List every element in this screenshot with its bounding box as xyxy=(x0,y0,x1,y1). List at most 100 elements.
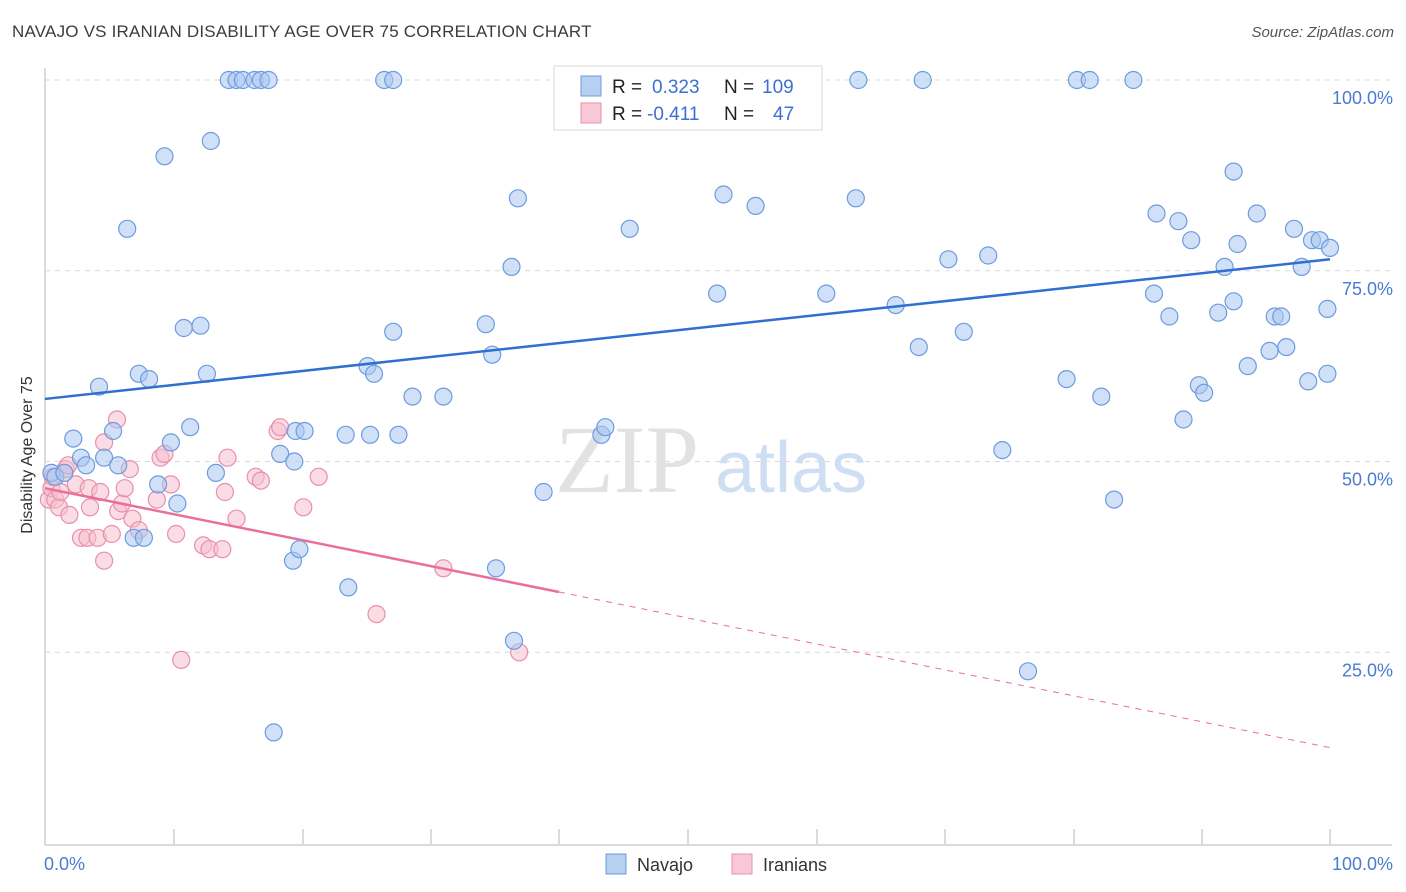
navajo-point-5 xyxy=(76,456,96,475)
watermark-atlas: atlas xyxy=(715,428,867,508)
navajo-point-19 xyxy=(174,318,193,338)
navajo-point-86 xyxy=(1174,410,1193,429)
navajo-point-78 xyxy=(1080,70,1099,90)
navajo-point-44 xyxy=(389,425,408,444)
navajo-point-72 xyxy=(954,322,973,341)
iranians-point-11 xyxy=(80,498,100,517)
navajo-point-100 xyxy=(1277,338,1296,357)
chart-source: Source: ZipAtlas.com xyxy=(1251,24,1394,41)
y-tick-label-25: 25.0% xyxy=(1342,660,1393,680)
bottom-legend-label-iranians: Iranians xyxy=(763,855,827,875)
iranians-point-7 xyxy=(60,505,79,525)
navajo-point-2 xyxy=(55,463,74,482)
navajo-point-9 xyxy=(109,456,128,475)
navajo-point-90 xyxy=(1209,303,1228,322)
navajo-point-24 xyxy=(206,463,225,482)
navajo-point-67 xyxy=(849,70,868,90)
navajo-point-54 xyxy=(504,631,524,650)
x-tick-label-0: 0.0% xyxy=(44,854,85,874)
bottom-legend-swatch-navajo xyxy=(605,853,627,875)
navajo-point-17 xyxy=(161,433,180,452)
grid-layer xyxy=(45,79,1392,653)
navajo-point-36 xyxy=(285,452,304,471)
navajo-point-23 xyxy=(201,131,220,151)
navajo-point-3 xyxy=(64,429,83,448)
navajo-point-95 xyxy=(1238,357,1257,376)
navajo-point-41 xyxy=(364,364,384,383)
navajo-points xyxy=(42,70,1340,742)
navajo-point-55 xyxy=(534,482,553,502)
navajo-point-38 xyxy=(336,425,355,444)
navajo-point-20 xyxy=(181,418,200,437)
navajo-point-81 xyxy=(1124,70,1143,90)
navajo-point-79 xyxy=(1092,387,1111,406)
navajo-point-96 xyxy=(1247,204,1266,223)
navajo-point-15 xyxy=(149,475,168,494)
iranians-point-40 xyxy=(271,418,290,437)
navajo-point-18 xyxy=(168,494,187,513)
navajo-point-52 xyxy=(502,257,521,276)
legend-r-value-navajo: 0.323 xyxy=(652,77,700,98)
navajo-point-48 xyxy=(434,387,453,406)
y-tick-label-100: 100.0% xyxy=(1332,88,1393,108)
navajo-point-32 xyxy=(271,444,290,463)
iranians-point-29 xyxy=(167,524,186,544)
navajo-point-108 xyxy=(1320,238,1340,257)
navajo-point-92 xyxy=(1224,162,1243,181)
navajo-point-10 xyxy=(118,219,137,238)
navajo-point-51 xyxy=(486,559,506,578)
navajo-point-99 xyxy=(1272,307,1291,326)
iranians-point-25 xyxy=(147,490,166,509)
axis-layer xyxy=(44,68,1392,846)
iranians-point-41 xyxy=(294,498,313,517)
y-tick-label-75: 75.0% xyxy=(1342,279,1393,299)
navajo-point-39 xyxy=(339,578,358,597)
navajo-point-93 xyxy=(1224,292,1243,311)
iranians-point-42 xyxy=(309,467,328,486)
trend-lines xyxy=(44,258,1331,749)
iranians-point-33 xyxy=(213,540,232,559)
navajo-point-106 xyxy=(1318,299,1337,318)
navajo-point-82 xyxy=(1147,204,1166,223)
navajo-point-71 xyxy=(939,250,958,269)
navajo-point-62 xyxy=(707,284,727,303)
navajo-point-37 xyxy=(295,421,314,441)
legend-n-label-iranians: N = xyxy=(724,104,754,125)
iranians-point-38 xyxy=(251,471,270,490)
legend-n-label-navajo: N = xyxy=(724,77,754,98)
navajo-point-73 xyxy=(979,246,998,265)
navajo-point-76 xyxy=(1057,370,1076,389)
navajo-point-47 xyxy=(403,387,422,406)
legend-n-value-navajo: 109 xyxy=(762,77,794,98)
navajo-point-84 xyxy=(1160,307,1179,326)
navajo-point-107 xyxy=(1318,364,1337,383)
navajo-point-7 xyxy=(94,448,114,467)
navajo-point-63 xyxy=(746,196,765,215)
x-tick-label-100: 100.0% xyxy=(1332,854,1393,874)
navajo-point-66 xyxy=(846,189,865,208)
navajo-point-65 xyxy=(817,284,836,303)
iranians-point-34 xyxy=(215,482,234,502)
series-legend: Navajo Iranians xyxy=(605,853,827,875)
bottom-legend-label-navajo: Navajo xyxy=(637,855,693,875)
navajo-point-59 xyxy=(620,219,639,238)
iranians-point-35 xyxy=(218,448,237,467)
navajo-point-75 xyxy=(1018,662,1038,681)
navajo-point-31 xyxy=(264,723,283,742)
iranians-point-14 xyxy=(94,551,114,570)
navajo-point-6 xyxy=(89,377,109,396)
navajo-point-85 xyxy=(1169,212,1188,231)
navajo-point-58 xyxy=(596,418,615,437)
navajo-point-13 xyxy=(134,528,153,547)
navajo-point-70 xyxy=(913,70,932,90)
watermark: ZIP atlas xyxy=(555,406,867,513)
correlation-legend: R = 0.323 N = 109 R = -0.411 N = 47 xyxy=(553,65,823,131)
tick-labels: 25.0% 50.0% 75.0% 100.0% 0.0% 100.0% xyxy=(44,88,1393,874)
navajo-point-80 xyxy=(1104,490,1124,509)
navajo-point-101 xyxy=(1284,219,1304,238)
navajo-point-16 xyxy=(155,147,174,166)
navajo-point-83 xyxy=(1144,284,1164,303)
navajo-point-61 xyxy=(714,185,733,204)
iranians-point-30 xyxy=(172,650,191,670)
iranians-trend-line xyxy=(44,486,560,594)
